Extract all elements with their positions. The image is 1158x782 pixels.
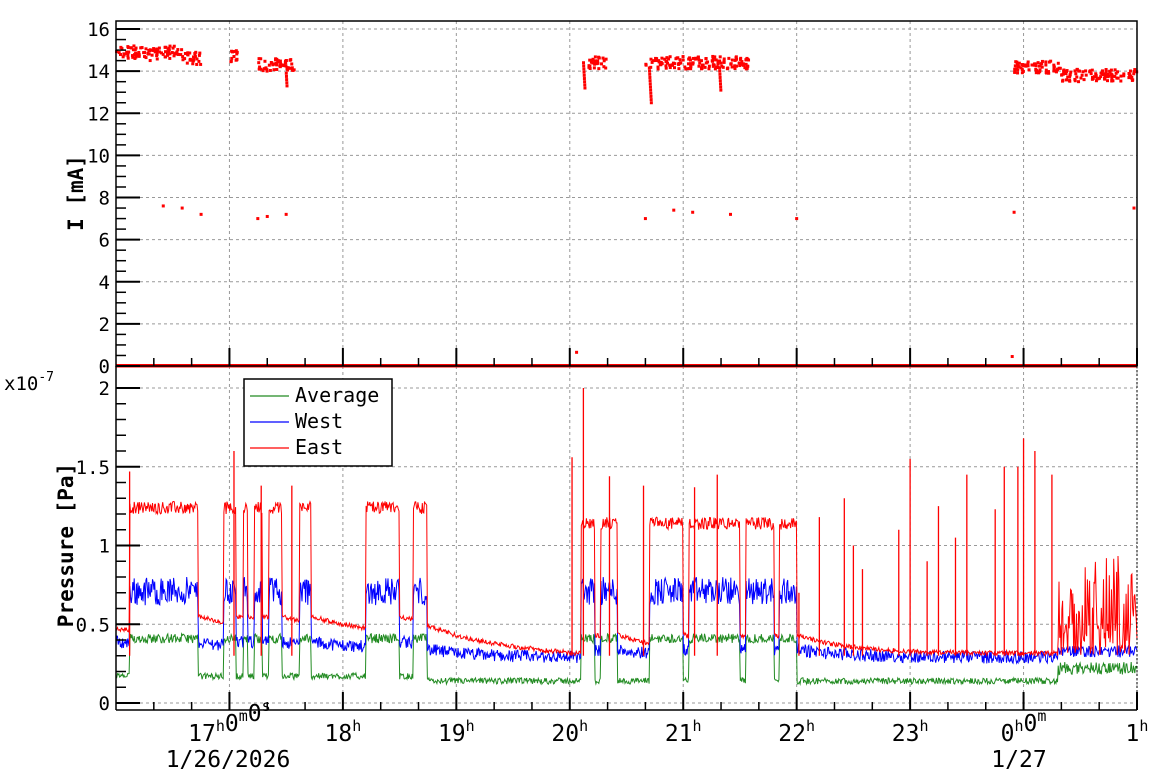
- top-ytick-label: 4: [99, 272, 110, 294]
- y-multiplier-label: x10-7: [4, 370, 54, 395]
- time-tick-label: 0h0m: [1001, 707, 1047, 747]
- bottom-ytick-label: 1: [99, 536, 110, 558]
- date-label-next-day: 1/27: [991, 747, 1046, 773]
- average-line: [115, 632, 1138, 687]
- time-tick-label: 21h: [665, 717, 702, 747]
- bottom-ytick-label: 2: [99, 378, 110, 400]
- west-line: [115, 576, 1138, 665]
- time-axis: 17h0m0s 18h 19h 20h 21h 22h 23h 0h0m 1h: [153, 692, 1149, 747]
- top-ytick-label: 14: [87, 61, 110, 83]
- top-ytick-label: 0: [99, 356, 110, 378]
- legend-average-label: Average: [295, 383, 379, 407]
- bottom-y-axis-title: Pressure [Pa]: [54, 463, 78, 627]
- top-ytick-label: 8: [99, 188, 110, 210]
- time-tick-label: 19h: [438, 717, 475, 747]
- bottom-ytick-label: 0: [99, 693, 110, 715]
- time-tick-label: 23h: [892, 717, 929, 747]
- bottom-plot-y-axis-ticks: 0 0.5 1 1.5 2: [76, 378, 140, 715]
- top-ytick-label: 12: [87, 103, 110, 125]
- date-label-start: 1/26/2026: [166, 747, 291, 773]
- top-ytick-label: 2: [99, 314, 110, 336]
- time-tick-label: 1h: [1126, 717, 1149, 747]
- bottom-ytick-label: 1.5: [76, 457, 110, 479]
- top-plot-grid: [116, 21, 1138, 366]
- time-tick-label: 18h: [325, 717, 362, 747]
- pressure-series: [115, 388, 1138, 687]
- top-ytick-label: 16: [87, 19, 110, 41]
- east-line: [115, 500, 1138, 658]
- top-ytick-label: 10: [87, 145, 110, 167]
- legend-east-label: East: [295, 435, 343, 459]
- time-tick-label: 17h0m0s: [188, 697, 271, 747]
- time-tick-label: 22h: [778, 717, 815, 747]
- top-plot-y-axis: 0 2 4 6 8 10 12 14 16: [87, 19, 1138, 378]
- top-plot-frame: [115, 20, 1138, 367]
- legend: Average West East: [243, 378, 393, 467]
- top-ytick-label: 6: [99, 230, 110, 252]
- legend-west-label: West: [295, 409, 343, 433]
- bottom-ytick-label: 0.5: [76, 614, 110, 636]
- current-series: [115, 44, 1139, 368]
- top-y-axis-title: I [mA]: [64, 155, 88, 231]
- time-tick-label: 20h: [551, 717, 588, 747]
